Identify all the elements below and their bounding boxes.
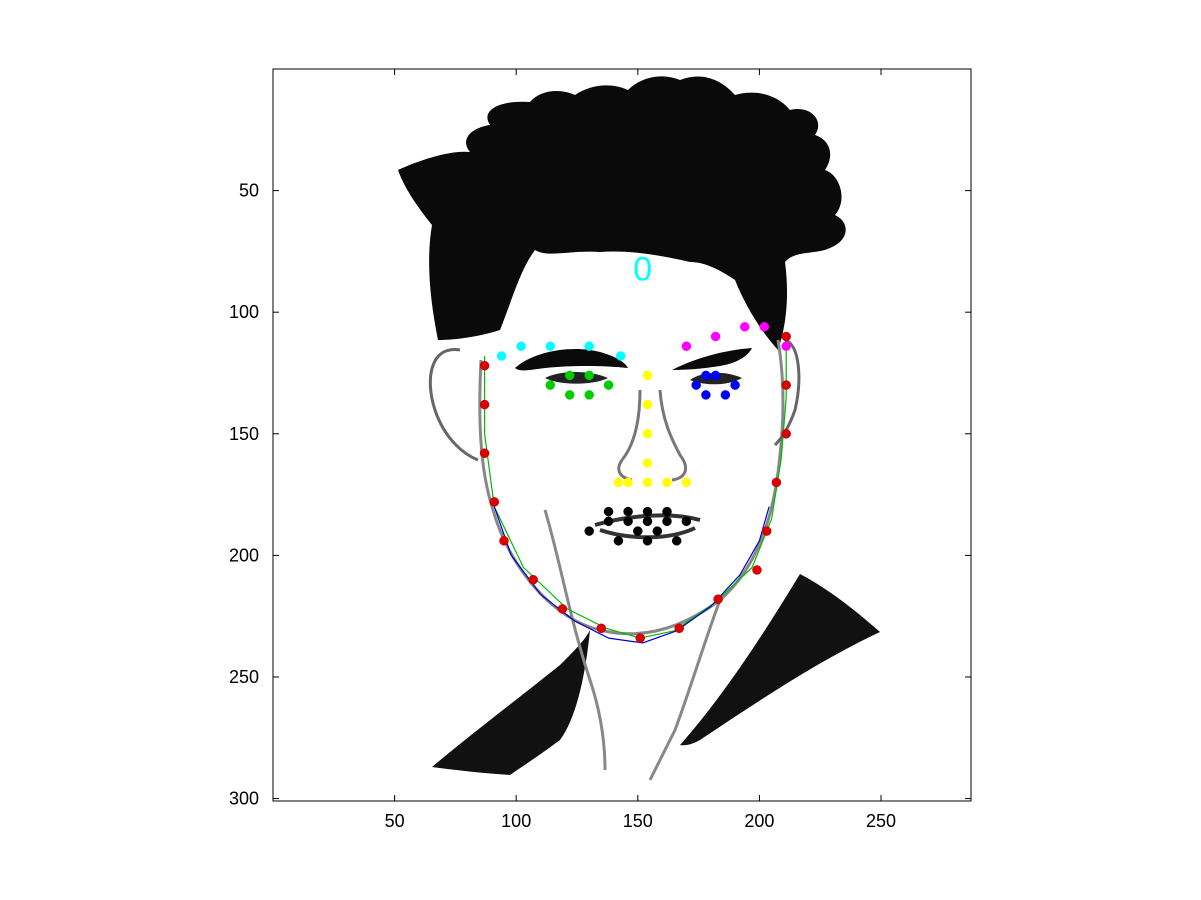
mouth-point — [642, 536, 653, 546]
right-eye-point — [564, 370, 575, 381]
left-eye-point — [710, 370, 721, 381]
right-eyebrow-series — [496, 341, 626, 361]
y-tick-label: 50 — [239, 181, 259, 201]
left-eyebrow-point — [781, 341, 791, 351]
mouth-point — [603, 516, 614, 527]
mouth-point — [662, 506, 672, 517]
jaw-point — [674, 623, 684, 634]
x-tick-label: 100 — [501, 811, 531, 831]
mouth-series — [584, 506, 692, 546]
landmark-points — [479, 322, 791, 643]
mouth-point — [584, 526, 594, 536]
jaw-point — [479, 448, 490, 458]
neck-line-1 — [543, 509, 607, 771]
mouth-point — [623, 506, 633, 517]
left-eyebrow-point — [681, 341, 692, 351]
nose-point — [642, 399, 653, 410]
mouth-point — [681, 516, 692, 527]
mouth-point — [642, 516, 653, 527]
y-tick-label: 100 — [229, 302, 259, 322]
mouth-point — [662, 516, 672, 527]
right-eye-point — [584, 370, 594, 381]
jaw-point — [781, 429, 791, 439]
y-tick-label: 300 — [229, 789, 259, 809]
jaw-point — [635, 633, 645, 643]
right-eye-point — [564, 390, 575, 400]
right-eye-point — [584, 390, 594, 400]
nose-point — [642, 429, 653, 439]
x-tick-label: 150 — [623, 811, 653, 831]
right-eye-series — [545, 370, 614, 400]
right-eyebrow-point — [545, 341, 556, 351]
nose-point — [623, 477, 633, 488]
jaw-fit-green-curve — [484, 336, 787, 639]
nose-point — [681, 477, 692, 488]
hair-shape — [398, 76, 846, 350]
x-tick-label: 250 — [866, 811, 896, 831]
jaw-point — [596, 623, 607, 634]
right-ear — [428, 348, 479, 462]
jaw-point — [752, 565, 762, 575]
nose-point — [613, 477, 624, 488]
y-tick-label: 200 — [229, 545, 259, 565]
jaw-point — [528, 574, 538, 585]
left-eye-point — [701, 370, 711, 381]
left-eyebrow-series — [681, 322, 791, 351]
annotation-label: 0 — [633, 251, 652, 289]
left-eyebrow-point — [759, 322, 770, 332]
jaw-series — [479, 331, 791, 643]
jaw-point — [479, 360, 490, 371]
jaw-point — [499, 536, 509, 546]
jaw-point — [479, 399, 490, 410]
face-drawing-image — [398, 76, 880, 781]
mouth-point — [603, 506, 614, 517]
left-eye-point — [701, 390, 711, 400]
left-eye-series — [691, 370, 740, 400]
right-eye-point — [603, 380, 614, 390]
nose-point — [662, 477, 672, 488]
mouth-point — [642, 506, 653, 517]
x-tick-label: 50 — [385, 811, 405, 831]
jaw-point — [781, 380, 791, 390]
face-outline — [478, 339, 785, 636]
mouth-point — [671, 536, 682, 546]
jacket-left — [432, 630, 590, 775]
y-tick-label: 150 — [229, 424, 259, 444]
jaw-point — [489, 497, 500, 507]
nose-point — [642, 458, 653, 468]
jaw-point — [713, 594, 723, 604]
right-eyebrow-point — [584, 341, 594, 351]
jacket-right — [680, 574, 880, 746]
right-eyebrow-point — [516, 341, 526, 351]
left-eyebrow-point — [710, 331, 721, 342]
jaw-point — [761, 526, 772, 536]
mouth-point — [613, 536, 624, 546]
mouth-point — [652, 526, 663, 536]
left-eyebrow-shape — [672, 348, 752, 370]
right-eyebrow-point — [496, 351, 507, 361]
jaw-point — [781, 331, 791, 342]
axis-ticks: 50 100 150 200 250 50 100 150 200 250 300 — [229, 69, 971, 831]
jaw-point — [771, 477, 782, 488]
mouth-point — [623, 516, 633, 527]
y-tick-label: 250 — [229, 667, 259, 687]
nose-shape — [617, 389, 688, 482]
neck-line-2 — [648, 599, 722, 781]
left-ear — [773, 338, 801, 447]
right-eyebrow-point — [616, 351, 626, 361]
x-tick-label: 200 — [744, 811, 774, 831]
nose-series — [613, 370, 692, 488]
nose-point — [642, 370, 653, 381]
right-eyebrow-shape — [515, 348, 628, 371]
left-eye-point — [720, 390, 731, 400]
nose-point — [642, 477, 653, 488]
left-eyebrow-point — [740, 322, 750, 332]
left-eye-point — [691, 380, 701, 390]
jaw-point — [557, 604, 568, 614]
annotations: 0 — [633, 251, 652, 289]
right-eye-point — [545, 380, 556, 390]
mouth-point — [633, 526, 643, 536]
left-eye-point — [730, 380, 740, 390]
